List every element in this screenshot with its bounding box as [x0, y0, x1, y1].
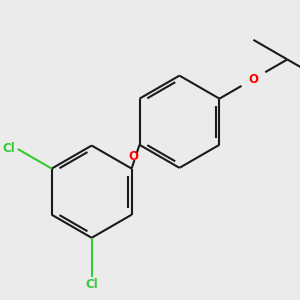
- Text: O: O: [128, 150, 138, 163]
- Text: Cl: Cl: [2, 142, 15, 155]
- Text: Cl: Cl: [85, 278, 98, 292]
- Text: O: O: [248, 73, 258, 85]
